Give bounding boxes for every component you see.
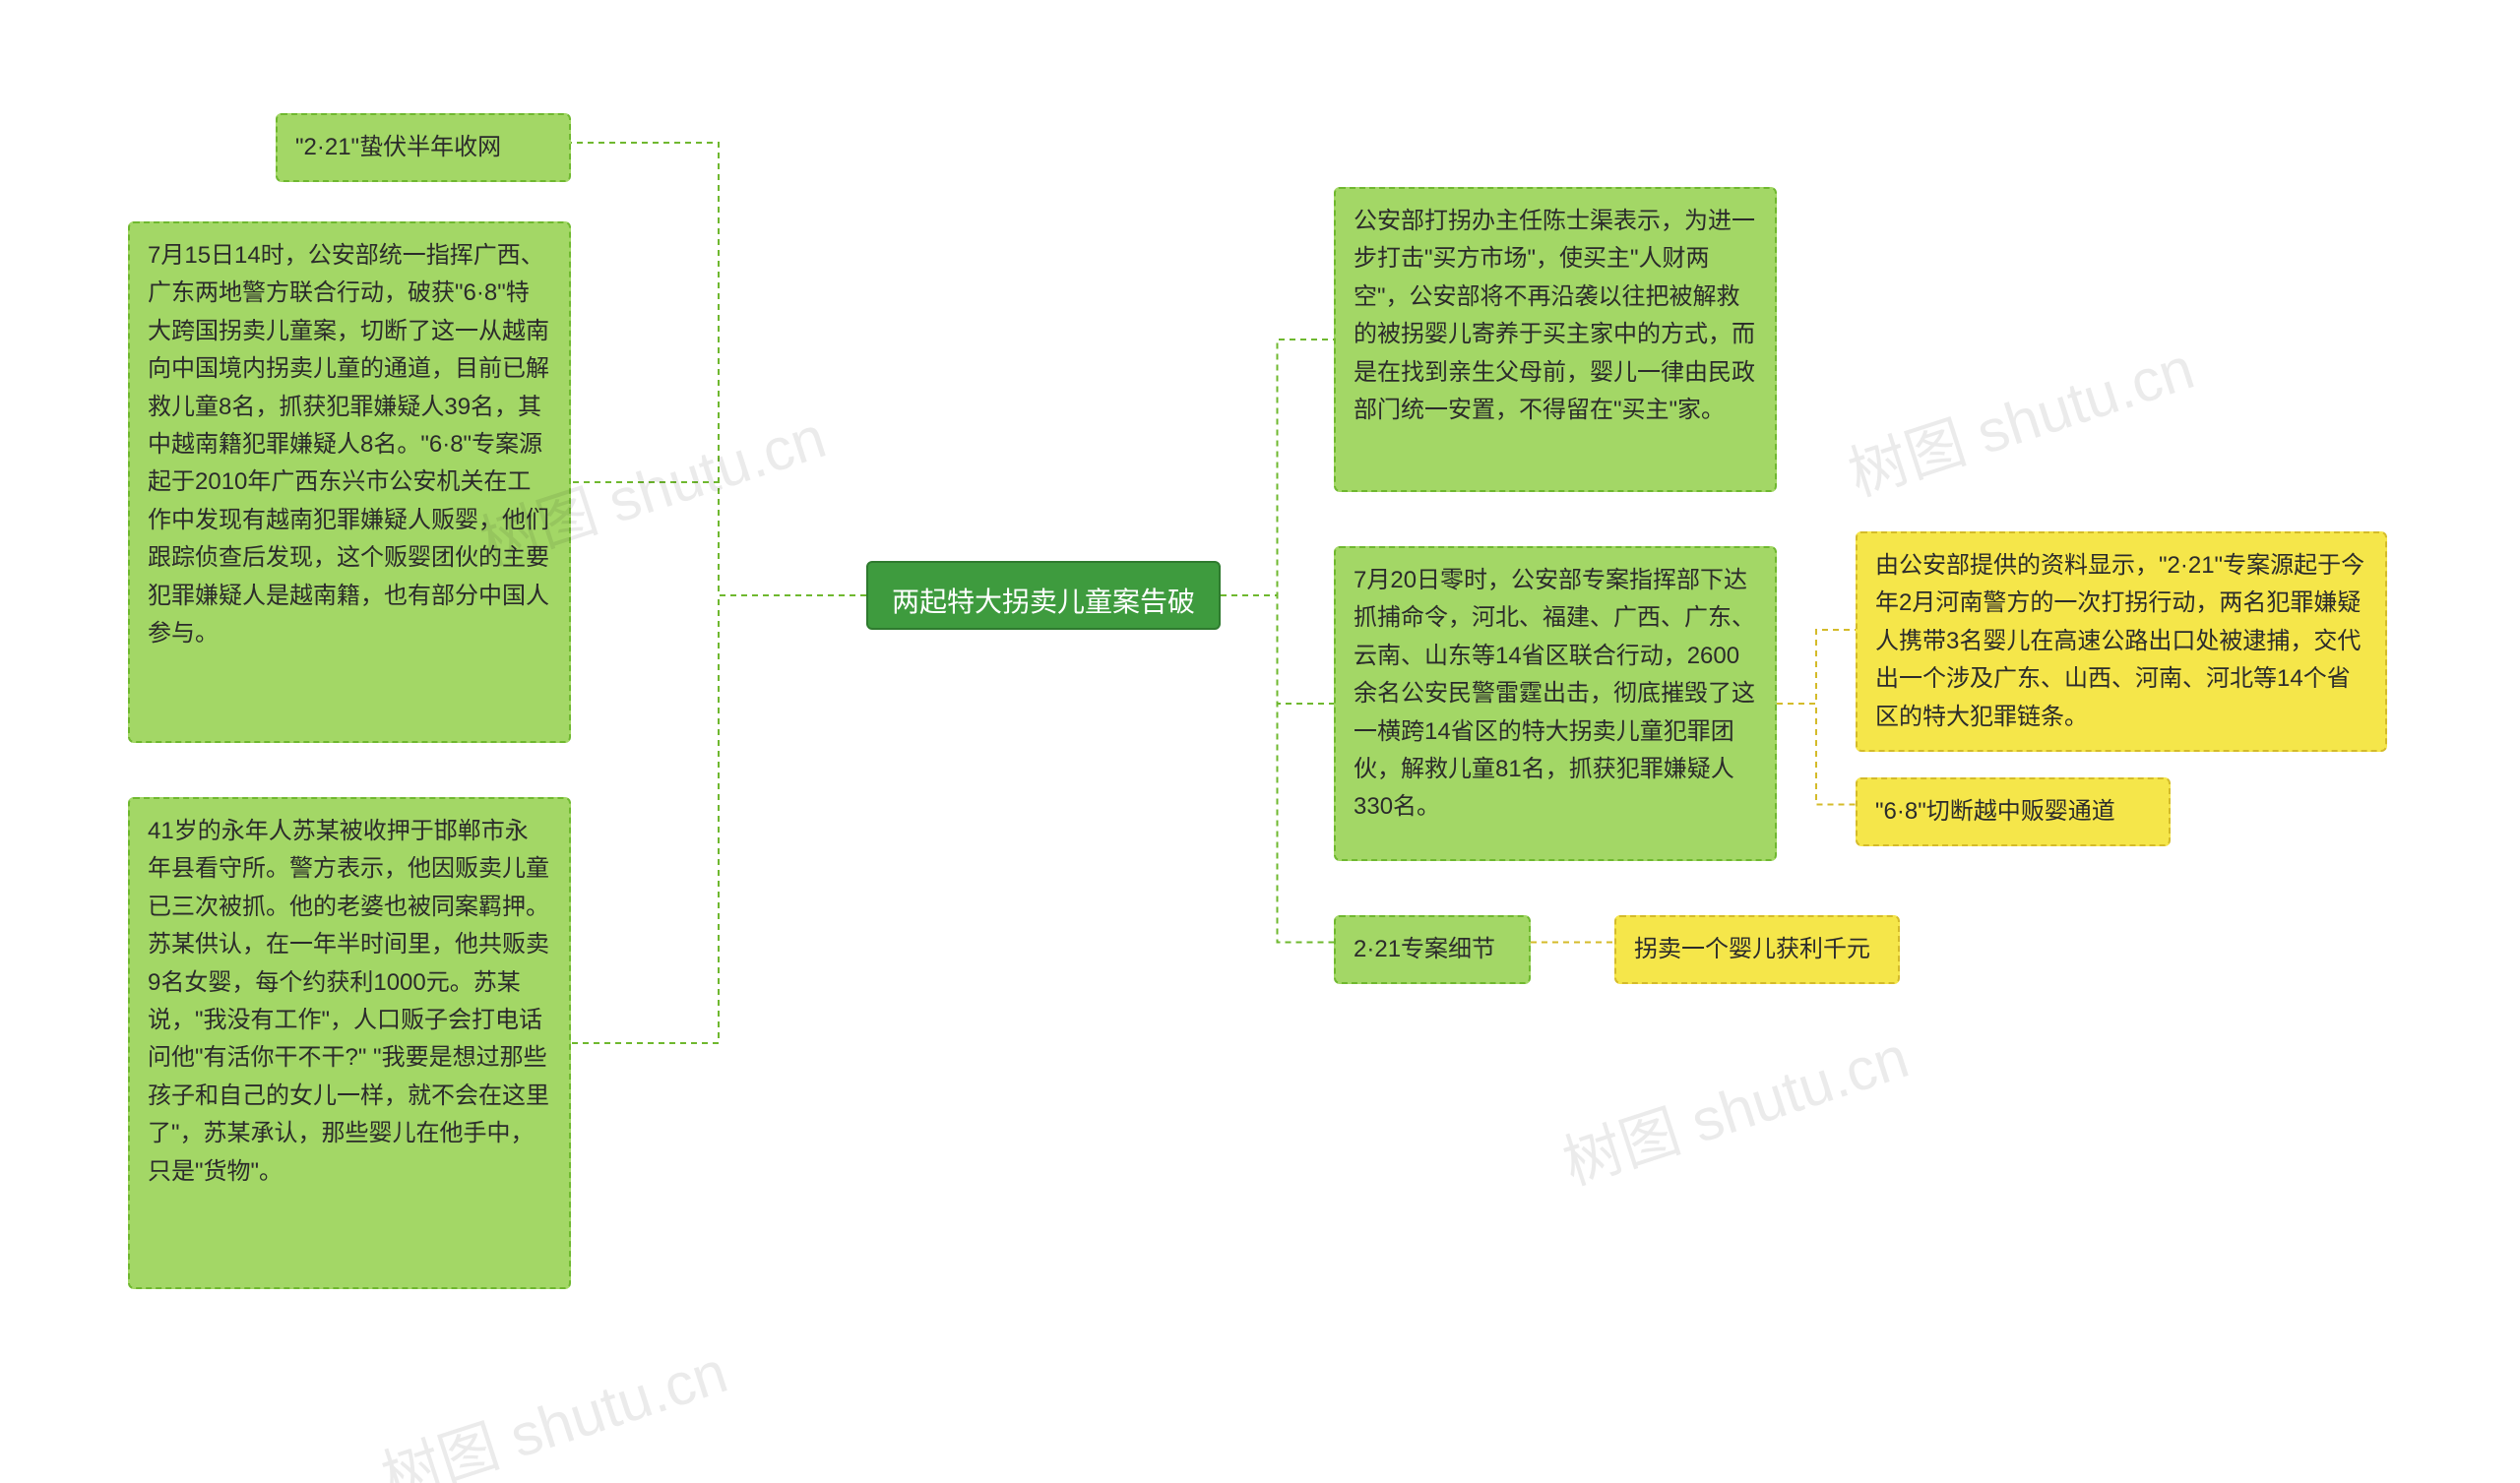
- mindmap-root: 两起特大拐卖儿童案告破: [866, 561, 1221, 630]
- watermark-2: 树图 shutu.cn: [369, 1325, 736, 1483]
- mindmap-node-r2b: "6·8"切断越中贩婴通道: [1856, 777, 2171, 846]
- mindmap-node-l2: 7月15日14时，公安部统一指挥广西、广东两地警方联合行动，破获"6·8"特大跨…: [128, 221, 571, 743]
- watermark-3: 树图 shutu.cn: [1550, 1010, 1918, 1202]
- mindmap-node-r3a: 拐卖一个婴儿获利千元: [1614, 915, 1900, 984]
- watermark-1: 树图 shutu.cn: [1836, 321, 2203, 513]
- mindmap-node-l1: "2·21"蛰伏半年收网: [276, 113, 571, 182]
- mindmap-node-r2: 7月20日零时，公安部专案指挥部下达抓捕命令，河北、福建、广西、广东、云南、山东…: [1334, 546, 1777, 861]
- mindmap-node-r2a: 由公安部提供的资料显示，"2·21"专案源起于今年2月河南警方的一次打拐行动，两…: [1856, 531, 2387, 752]
- mindmap-node-r3: 2·21专案细节: [1334, 915, 1531, 984]
- mindmap-node-l3: 41岁的永年人苏某被收押于邯郸市永年县看守所。警方表示，他因贩卖儿童已三次被抓。…: [128, 797, 571, 1289]
- mindmap-node-r1: 公安部打拐办主任陈士渠表示，为进一步打击"买方市场"，使买主"人财两空"，公安部…: [1334, 187, 1777, 492]
